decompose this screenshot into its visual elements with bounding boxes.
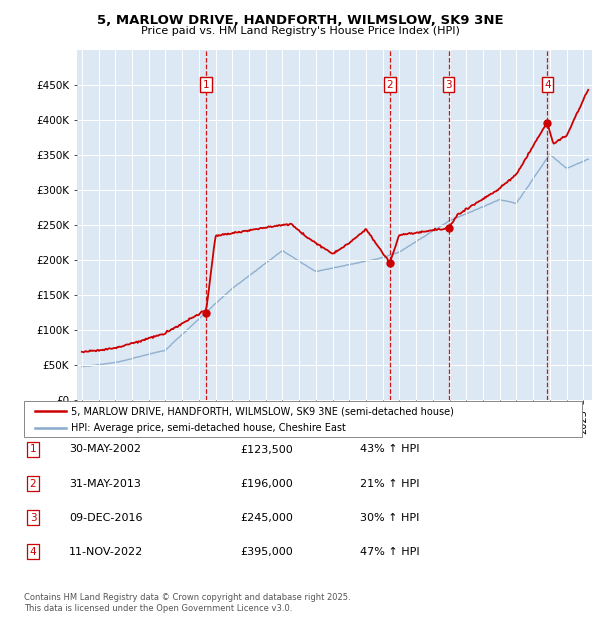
Text: 30-MAY-2002: 30-MAY-2002 [69,445,141,454]
Text: £123,500: £123,500 [240,445,293,454]
Text: 5, MARLOW DRIVE, HANDFORTH, WILMSLOW, SK9 3NE (semi-detached house): 5, MARLOW DRIVE, HANDFORTH, WILMSLOW, SK… [71,406,454,416]
Text: 43% ↑ HPI: 43% ↑ HPI [360,445,419,454]
Text: 31-MAY-2013: 31-MAY-2013 [69,479,141,489]
Text: 09-DEC-2016: 09-DEC-2016 [69,513,143,523]
Text: £196,000: £196,000 [240,479,293,489]
Text: 3: 3 [29,513,37,523]
Text: 4: 4 [29,547,37,557]
Text: £245,000: £245,000 [240,513,293,523]
Text: 4: 4 [544,79,551,90]
Text: HPI: Average price, semi-detached house, Cheshire East: HPI: Average price, semi-detached house,… [71,423,346,433]
Text: 1: 1 [29,445,37,454]
Text: Price paid vs. HM Land Registry's House Price Index (HPI): Price paid vs. HM Land Registry's House … [140,26,460,36]
Text: 3: 3 [445,79,452,90]
Text: 2: 2 [29,479,37,489]
FancyBboxPatch shape [24,401,582,437]
Text: 21% ↑ HPI: 21% ↑ HPI [360,479,419,489]
Text: 11-NOV-2022: 11-NOV-2022 [69,547,143,557]
Text: 30% ↑ HPI: 30% ↑ HPI [360,513,419,523]
Text: 5, MARLOW DRIVE, HANDFORTH, WILMSLOW, SK9 3NE: 5, MARLOW DRIVE, HANDFORTH, WILMSLOW, SK… [97,14,503,27]
Text: 47% ↑ HPI: 47% ↑ HPI [360,547,419,557]
Text: £395,000: £395,000 [240,547,293,557]
Text: 1: 1 [203,79,209,90]
Text: Contains HM Land Registry data © Crown copyright and database right 2025.
This d: Contains HM Land Registry data © Crown c… [24,593,350,613]
Text: 2: 2 [386,79,393,90]
